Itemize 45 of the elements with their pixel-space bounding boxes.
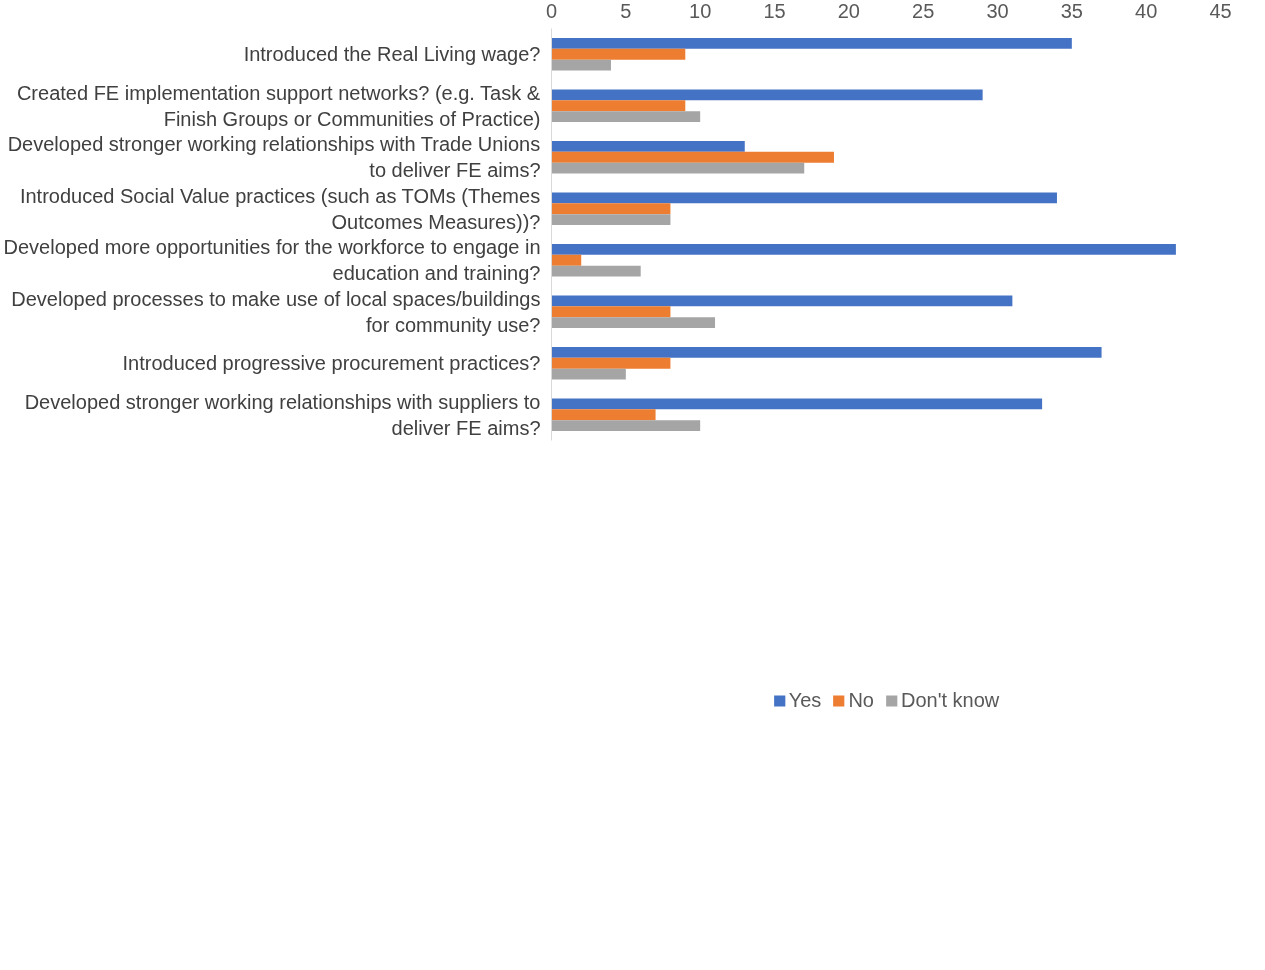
y-tick-label: Created FE implementation support networks? (e.g. Task & Finish Groups or Communities of Practice) <box>16 81 541 130</box>
y-tick-label: Developed more opportunities for the workforce to engage in education and training? <box>3 236 541 285</box>
x-tick-label: 40 <box>1135 0 1158 22</box>
bar <box>551 38 1072 49</box>
x-tick-label: 30 <box>986 0 1009 22</box>
bar <box>551 151 834 163</box>
bar <box>551 141 745 152</box>
legend-label: Don't know <box>900 688 1000 712</box>
x-tick-label: 5 <box>620 0 632 22</box>
bar <box>551 317 716 328</box>
bar <box>551 162 805 174</box>
y-tick-label: Introduced Social Value practices (such as TOMs (Themes Outcomes Measures))? <box>19 184 541 233</box>
x-tick-label: 20 <box>837 0 860 22</box>
bar <box>551 192 1057 204</box>
bar <box>551 100 686 112</box>
x-tick-label: 15 <box>763 0 786 22</box>
bar <box>551 48 686 60</box>
legend-label: No <box>848 688 874 712</box>
bar <box>551 89 983 101</box>
bar <box>551 347 1102 358</box>
bar <box>551 254 582 266</box>
x-tick-label: 0 <box>545 0 558 22</box>
y-tick-label: Developed stronger working relationships with suppliers to deliver FE aims? <box>24 390 541 439</box>
bar <box>551 306 671 318</box>
y-tick-label: Developed stronger working relationships with Trade Unions to deliver FE aims? <box>7 133 541 182</box>
bar <box>551 409 656 421</box>
bar <box>551 420 701 431</box>
x-tick-label: 45 <box>1209 0 1232 22</box>
legend-label: Yes <box>788 688 822 712</box>
bar <box>551 295 1013 307</box>
bar <box>551 59 611 71</box>
bar <box>551 203 671 215</box>
bar <box>551 214 671 225</box>
x-tick-label: 10 <box>689 0 712 22</box>
bar <box>551 357 671 369</box>
bar <box>551 244 1176 255</box>
bar <box>551 398 1043 410</box>
x-tick-label: 35 <box>1060 0 1083 22</box>
bar <box>551 368 626 380</box>
bar <box>551 111 701 122</box>
y-tick-label: Introduced progressive procurement practices? <box>122 352 541 375</box>
y-tick-label: Developed processes to make use of local spaces/buildings for community use? <box>11 287 541 336</box>
y-tick-label: Introduced the Real Living wage? <box>243 43 541 66</box>
bar <box>551 265 641 277</box>
x-tick-label: 25 <box>912 0 935 22</box>
